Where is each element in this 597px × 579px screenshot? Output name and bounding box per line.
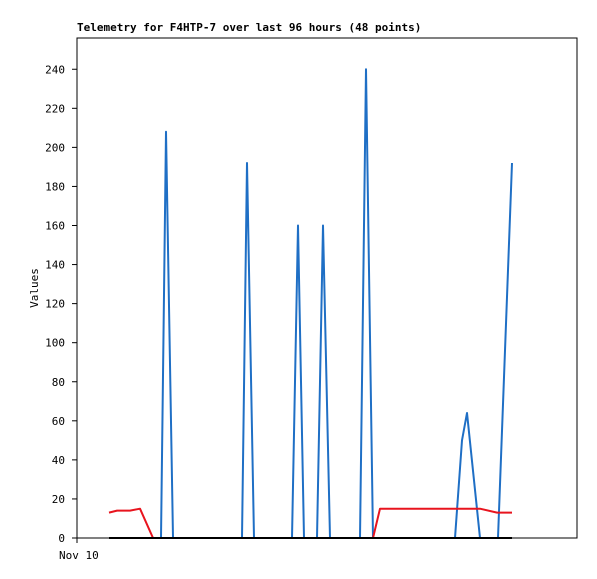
series-line (108, 507, 512, 539)
y-tick-label: 80 (52, 376, 65, 389)
y-tick-label: 240 (45, 63, 65, 76)
y-tick-label: 120 (45, 298, 65, 311)
x-tick-label: Nov 10 (59, 549, 99, 562)
y-tick-label: 20 (52, 493, 65, 506)
y-tick-label: 140 (45, 259, 65, 272)
y-tick-label: 60 (52, 415, 65, 428)
plot-frame (76, 37, 578, 539)
y-axis-label: Values (28, 268, 41, 308)
series-line (109, 68, 513, 539)
y-tick-label: 40 (52, 454, 65, 467)
chart-title: Telemetry for F4HTP-7 over last 96 hours… (77, 21, 421, 34)
y-tick-label: 200 (45, 141, 65, 154)
y-tick-label: 100 (45, 337, 65, 350)
y-tick-label: 180 (45, 180, 65, 193)
y-tick-label: 0 (58, 532, 65, 545)
y-tick-label: 220 (45, 102, 65, 115)
y-tick-label: 160 (45, 220, 65, 233)
